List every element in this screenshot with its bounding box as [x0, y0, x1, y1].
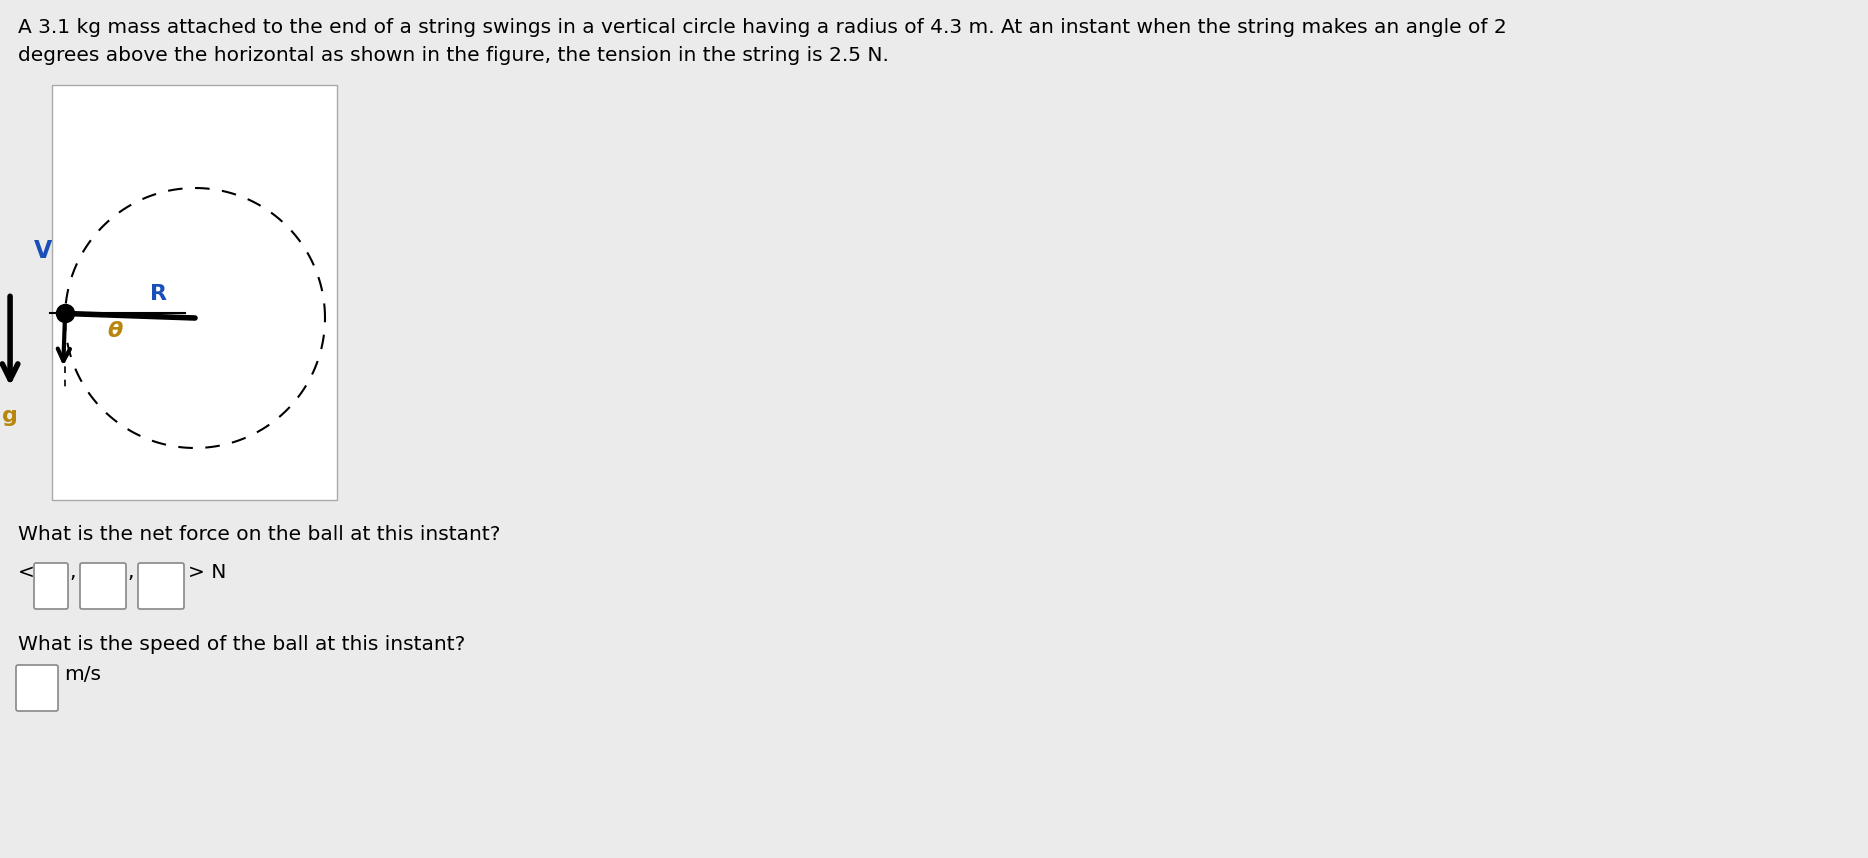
Text: m/s: m/s	[64, 665, 101, 684]
FancyBboxPatch shape	[138, 563, 185, 609]
FancyBboxPatch shape	[34, 563, 67, 609]
Text: A 3.1 kg mass attached to the end of a string swings in a vertical circle having: A 3.1 kg mass attached to the end of a s…	[19, 18, 1507, 37]
Text: ,: ,	[127, 563, 133, 582]
Text: What is the speed of the ball at this instant?: What is the speed of the ball at this in…	[19, 635, 465, 654]
Text: ,: ,	[69, 563, 75, 582]
Text: degrees above the horizontal as shown in the figure, the tension in the string i: degrees above the horizontal as shown in…	[19, 46, 889, 65]
Text: g: g	[2, 407, 19, 426]
Text: V: V	[34, 239, 52, 263]
Text: <: <	[19, 563, 35, 582]
Text: R: R	[149, 284, 166, 304]
Text: > N: > N	[189, 563, 226, 582]
FancyBboxPatch shape	[52, 85, 336, 500]
Text: What is the net force on the ball at this instant?: What is the net force on the ball at thi…	[19, 525, 501, 544]
Text: θ: θ	[108, 322, 123, 341]
FancyBboxPatch shape	[80, 563, 125, 609]
FancyBboxPatch shape	[17, 665, 58, 711]
